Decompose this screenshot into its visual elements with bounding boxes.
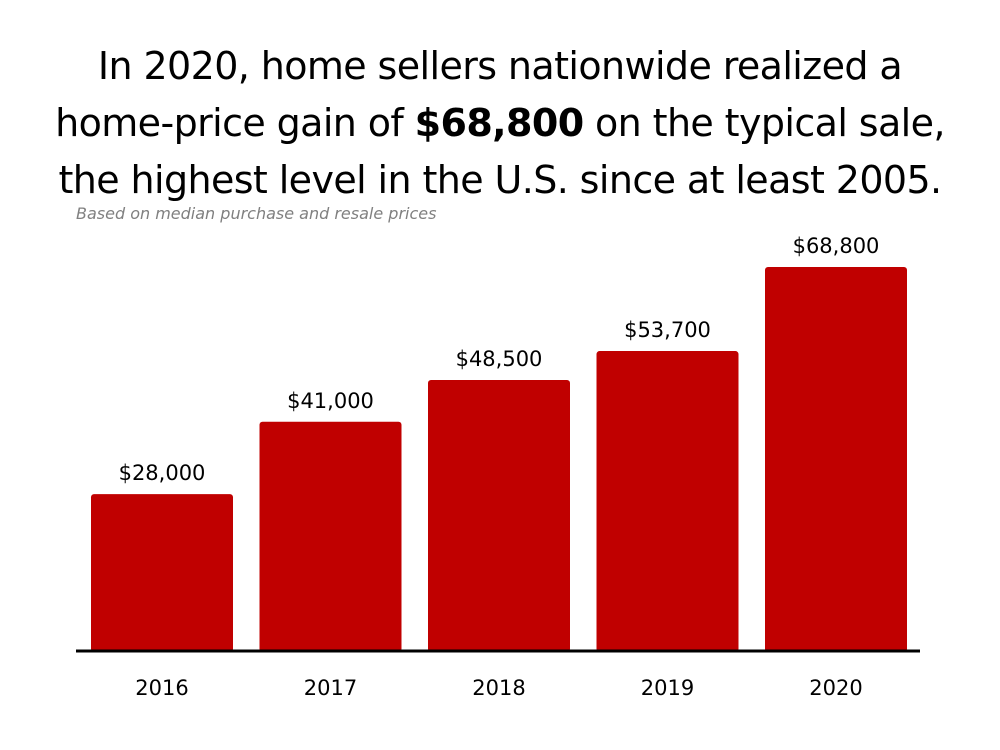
title-line-2-pre: home-price gain of (55, 101, 415, 145)
bar-2018 (428, 380, 570, 652)
chart-subtitle: Based on median purchase and resale pric… (76, 204, 437, 223)
bar-2020 (765, 267, 907, 652)
bar-2019 (596, 351, 739, 652)
chart-title: In 2020, home sellers nationwide realize… (0, 38, 1000, 209)
x-tick-label-2020: 2020 (809, 676, 862, 700)
title-line-2-post: on the typical sale, (583, 101, 945, 145)
x-tick-label-2018: 2018 (472, 676, 525, 700)
data-label-2019: $53,700 (624, 318, 711, 342)
x-tick-label-2017: 2017 (304, 676, 357, 700)
data-label-2018: $48,500 (456, 347, 543, 371)
data-label-2017: $41,000 (287, 389, 374, 413)
data-label-2016: $28,000 (119, 461, 206, 485)
x-tick-label-2019: 2019 (641, 676, 694, 700)
data-label-2020: $68,800 (793, 234, 880, 258)
title-line-3: the highest level in the U.S. since at l… (58, 158, 942, 202)
title-line-2: home-price gain of $68,800 on the typica… (0, 95, 1000, 152)
bar-2017 (259, 421, 402, 652)
title-line-1: In 2020, home sellers nationwide realize… (97, 44, 903, 88)
bar-2016 (91, 494, 233, 652)
x-tick-label-2016: 2016 (135, 676, 188, 700)
title-highlight-value: $68,800 (414, 101, 584, 145)
